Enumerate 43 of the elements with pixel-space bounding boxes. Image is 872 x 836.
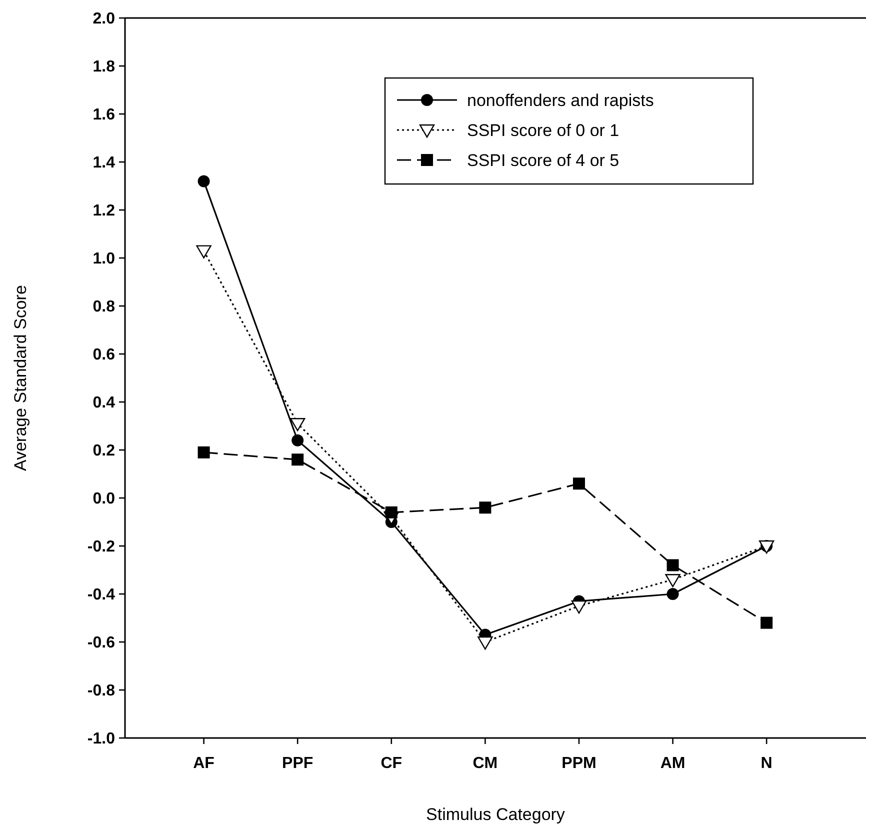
y-tick-label: -0.4: [87, 586, 116, 604]
point: [572, 478, 585, 490]
point: [292, 454, 304, 466]
y-tick-label: 0.0: [92, 490, 116, 508]
y-tick-label: 1.6: [92, 106, 116, 124]
point: [196, 245, 212, 258]
point: [479, 502, 492, 514]
point: [385, 506, 398, 518]
x-axis-title: Stimulus Category: [426, 805, 566, 824]
y-tick-label: 1.0: [92, 250, 116, 268]
point: [290, 418, 306, 432]
y-tick-label: 1.8: [92, 58, 116, 76]
legend-label: SSPI score of 4 or 5: [467, 150, 620, 170]
point: [760, 616, 773, 629]
point: [665, 574, 680, 588]
y-tick-label: 0.4: [92, 394, 116, 412]
point: [292, 434, 304, 446]
y-tick-label: 1.2: [92, 202, 116, 220]
x-tick-label: AF: [193, 755, 215, 772]
y-tick-label: -0.6: [87, 634, 116, 652]
y-tick-label: 0.2: [92, 442, 116, 460]
y-tick-label: 2.0: [92, 10, 116, 28]
point: [198, 446, 210, 458]
x-tick-label: PPM: [562, 755, 596, 772]
y-tick-label: -0.2: [87, 538, 116, 556]
legend-label: nonoffenders and rapists: [467, 90, 654, 110]
y-axis-title: Average Standard Score: [11, 285, 30, 471]
legend-label: SSPI score of 0 or 1: [467, 120, 620, 140]
point: [666, 588, 679, 600]
point: [666, 559, 679, 572]
point: [198, 175, 210, 188]
y-tick-label: 0.8: [92, 298, 116, 316]
y-tick-label: 0.6: [92, 346, 116, 364]
point: [571, 600, 587, 614]
x-tick-label: PPF: [282, 755, 314, 772]
x-tick-label: CM: [472, 755, 498, 772]
y-tick-label: 1.4: [92, 154, 116, 172]
y-tick-label: -0.8: [87, 682, 116, 700]
x-tick-label: N: [760, 755, 772, 772]
point: [478, 636, 493, 650]
x-tick-label: CF: [380, 755, 402, 772]
y-tick-label: -1.0: [87, 730, 116, 748]
x-tick-label: AM: [660, 755, 686, 772]
